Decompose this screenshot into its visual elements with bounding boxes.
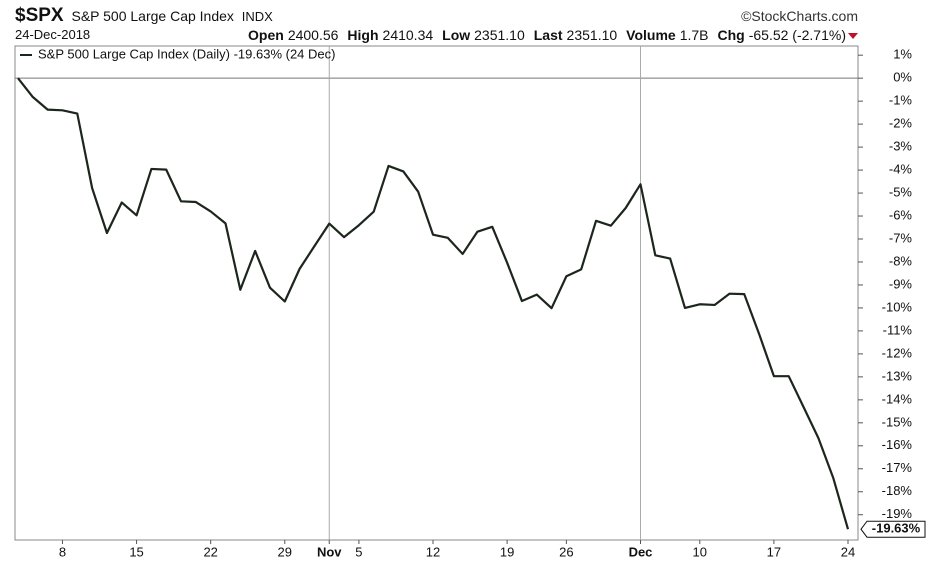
- subtitle: S&P 500 Large Cap Index: [71, 8, 234, 24]
- legend-label: S&P 500 Large Cap Index (Daily) -19.63% …: [38, 46, 335, 61]
- y-tick-label: -8%: [889, 253, 913, 268]
- y-tick-label: 0%: [893, 70, 912, 85]
- quote-label: Chg: [717, 27, 745, 43]
- y-tick-label: -5%: [889, 184, 913, 199]
- chart-title: $SPX: [15, 5, 64, 26]
- down-arrow: [848, 33, 858, 39]
- y-tick-label: 1%: [893, 47, 912, 62]
- quote-label: Volume: [626, 27, 676, 43]
- x-tick-label: 5: [355, 544, 362, 559]
- value-label: -19.63%: [872, 521, 921, 536]
- y-tick-label: -15%: [882, 414, 913, 429]
- quote-value: 2351.10: [474, 27, 525, 43]
- quote-value: 2351.10: [566, 27, 618, 43]
- y-tick-label: -9%: [889, 276, 913, 291]
- y-tick-label: -11%: [883, 322, 913, 337]
- y-tick-label: -18%: [882, 483, 913, 498]
- x-tick-label: 24: [841, 544, 855, 559]
- y-tick-label: -1%: [889, 93, 913, 108]
- quote-value: 1.7B: [679, 27, 709, 43]
- quote-label: Open: [248, 27, 284, 43]
- y-tick-label: -4%: [889, 162, 913, 177]
- date: 24-Dec-2018: [15, 27, 91, 42]
- title-row: $SPX S&P 500 Large Cap Index INDX: [15, 5, 273, 27]
- x-tick-label: 26: [559, 544, 573, 559]
- plot-frame: [14, 45, 859, 541]
- y-tick-label: -12%: [882, 345, 913, 360]
- x-tick-label: 19: [500, 544, 514, 559]
- y-tick-label: -14%: [882, 391, 913, 406]
- quote-label: Last: [533, 27, 563, 43]
- x-tick-label: 12: [426, 544, 440, 559]
- x-tick-label: 17: [767, 544, 781, 559]
- x-tick-label: 10: [693, 544, 707, 559]
- y-tick-label: -16%: [882, 437, 913, 452]
- price-line: [17, 77, 850, 530]
- credit: ©StockCharts.com: [741, 8, 858, 24]
- y-tick-label: -3%: [889, 139, 913, 154]
- y-tick-label: -17%: [882, 460, 913, 475]
- quote-row: Open 2400.56 High 2410.34 Low 2351.10 Last 2351…: [239, 27, 846, 43]
- x-tick-label: 8: [59, 544, 66, 559]
- value-label-box: [860, 520, 926, 538]
- quote-label: High: [347, 27, 379, 43]
- x-tick-label: 22: [203, 544, 217, 559]
- quote-label: Low: [442, 27, 471, 43]
- x-tick-label: 29: [278, 544, 292, 559]
- exchange: INDX: [241, 9, 273, 24]
- y-tick-label: -2%: [889, 116, 913, 131]
- x-tick-label: 15: [129, 544, 143, 559]
- x-tick-label: Dec: [629, 544, 653, 559]
- y-tick-label: -19%: [882, 506, 913, 521]
- y-tick-label: -13%: [882, 368, 913, 383]
- x-tick-label: Nov: [317, 544, 342, 559]
- y-tick-label: -6%: [889, 207, 913, 222]
- y-tick-label: -7%: [889, 230, 913, 245]
- quote-value: 2400.56: [287, 27, 339, 43]
- quote-value: 2410.34: [382, 27, 434, 43]
- quote-value: -65.52 (-2.71%): [748, 27, 846, 43]
- y-tick-label: -10%: [882, 299, 913, 314]
